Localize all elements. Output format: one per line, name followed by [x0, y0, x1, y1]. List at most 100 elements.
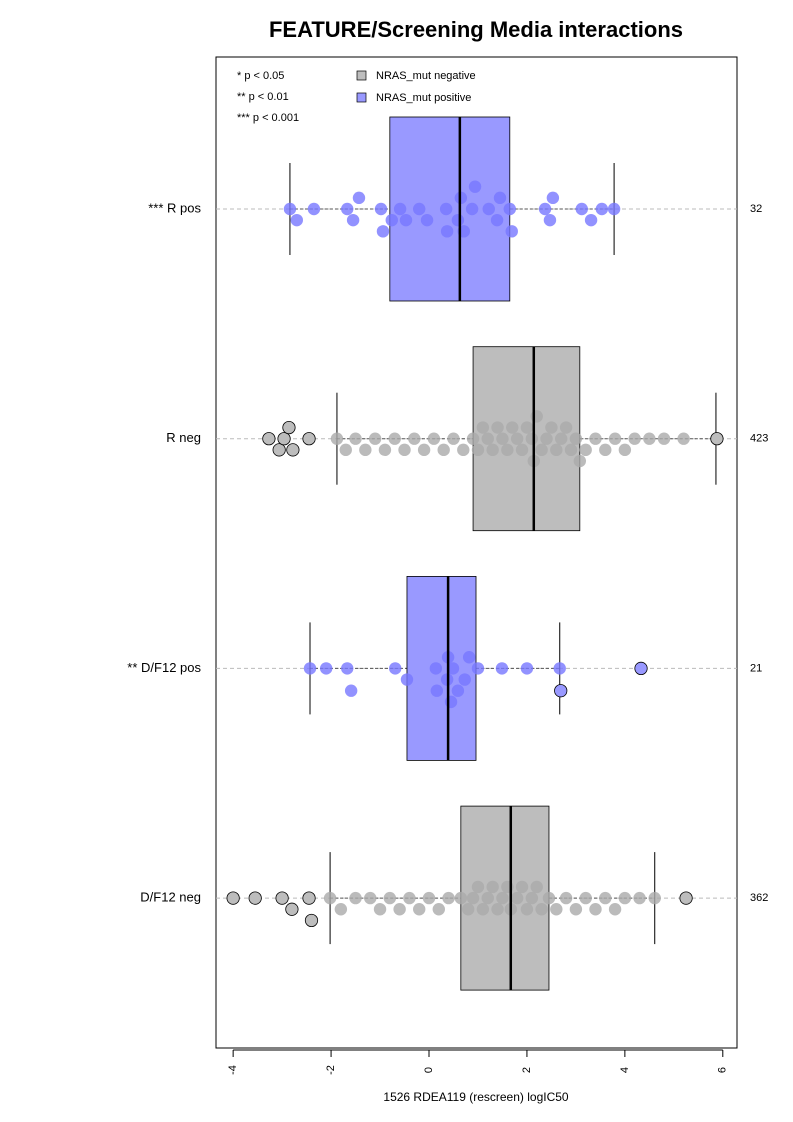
data-point: [584, 213, 598, 227]
group-count: 362: [750, 892, 768, 904]
plot-frame: [215, 56, 738, 1049]
data-point: [490, 213, 504, 227]
data-point: [530, 410, 543, 423]
data-point: [373, 903, 387, 916]
data-point: [408, 432, 421, 445]
data-point: [302, 891, 316, 905]
data-point: [302, 432, 316, 446]
data-point: [303, 662, 317, 675]
data-point: [503, 202, 516, 216]
data-point: [447, 432, 460, 445]
data-point: [564, 443, 578, 457]
data-point: [417, 443, 431, 457]
group-count: 21: [750, 662, 762, 674]
data-point: [462, 651, 476, 664]
data-point: [471, 443, 485, 457]
data-point: [538, 202, 552, 216]
data-point: [634, 661, 648, 676]
data-point: [344, 684, 358, 697]
data-point: [341, 662, 354, 675]
annotation: ** p < 0.01: [237, 91, 289, 103]
data-point: [290, 213, 303, 227]
data-point: [282, 420, 296, 435]
data-point: [393, 202, 407, 216]
data-point: [283, 202, 297, 216]
data-point: [595, 202, 609, 216]
data-point: [400, 673, 414, 686]
data-point: [319, 662, 333, 675]
x-tick-label: -4: [227, 1065, 239, 1075]
data-point: [465, 202, 479, 216]
data-point: [569, 903, 583, 916]
data-point: [535, 903, 548, 916]
data-point: [579, 443, 592, 457]
data-point: [481, 432, 494, 445]
data-point: [248, 891, 262, 905]
data-point: [493, 191, 507, 205]
group-label: ** D/F12 pos: [127, 660, 201, 675]
data-point: [349, 432, 362, 445]
data-point: [486, 880, 499, 894]
data-point: [476, 903, 490, 916]
data-point: [554, 684, 568, 698]
data-point: [607, 202, 621, 216]
data-point: [393, 903, 406, 916]
data-point: [628, 432, 641, 445]
annotation: *** p < 0.001: [237, 112, 299, 124]
data-point: [550, 443, 563, 457]
x-tick-label: 2: [521, 1067, 533, 1073]
data-point: [510, 432, 524, 445]
data-point: [304, 913, 319, 928]
data-point: [466, 432, 480, 445]
data-point: [648, 891, 661, 905]
data-point: [451, 213, 465, 227]
data-point: [510, 891, 524, 905]
x-tick-label: 6: [717, 1067, 729, 1073]
group-count: 423: [750, 433, 768, 445]
data-point: [525, 432, 539, 445]
data-point: [262, 432, 276, 446]
data-point: [285, 902, 299, 916]
legend-label: NRAS_mut negative: [376, 70, 476, 82]
data-point: [481, 891, 494, 905]
data-point: [506, 421, 519, 434]
data-point: [286, 443, 300, 457]
data-point: [550, 903, 563, 916]
data-point: [618, 891, 632, 905]
data-point: [403, 891, 416, 905]
group-label: D/F12 neg: [140, 890, 201, 905]
legend-swatch: [356, 70, 367, 81]
x-tick-label: -2: [325, 1065, 337, 1075]
data-point: [573, 454, 587, 468]
data-point: [427, 432, 441, 445]
data-point: [413, 903, 426, 916]
data-point: [352, 191, 366, 205]
data-point: [383, 891, 397, 905]
data-point: [543, 213, 557, 227]
data-point: [457, 443, 470, 457]
data-point: [545, 421, 558, 434]
data-point: [496, 432, 509, 445]
chart-title: FEATURE/Screening Media interactions: [269, 17, 683, 42]
data-point: [378, 443, 392, 457]
data-point: [542, 891, 556, 905]
legend-swatch: [356, 92, 367, 103]
data-point: [677, 432, 690, 445]
data-point: [346, 213, 360, 227]
group-label: R neg: [166, 430, 201, 445]
data-point: [471, 880, 485, 894]
data-point: [555, 432, 568, 445]
data-point: [374, 202, 388, 216]
data-point: [277, 432, 291, 446]
data-point: [398, 443, 411, 457]
data-point: [505, 225, 518, 238]
data-point: [454, 891, 468, 905]
data-point: [364, 891, 377, 905]
data-point: [710, 432, 724, 446]
data-point: [471, 662, 485, 675]
data-point: [618, 443, 632, 457]
data-point: [272, 443, 286, 457]
data-point: [599, 891, 612, 905]
data-point: [429, 662, 443, 675]
